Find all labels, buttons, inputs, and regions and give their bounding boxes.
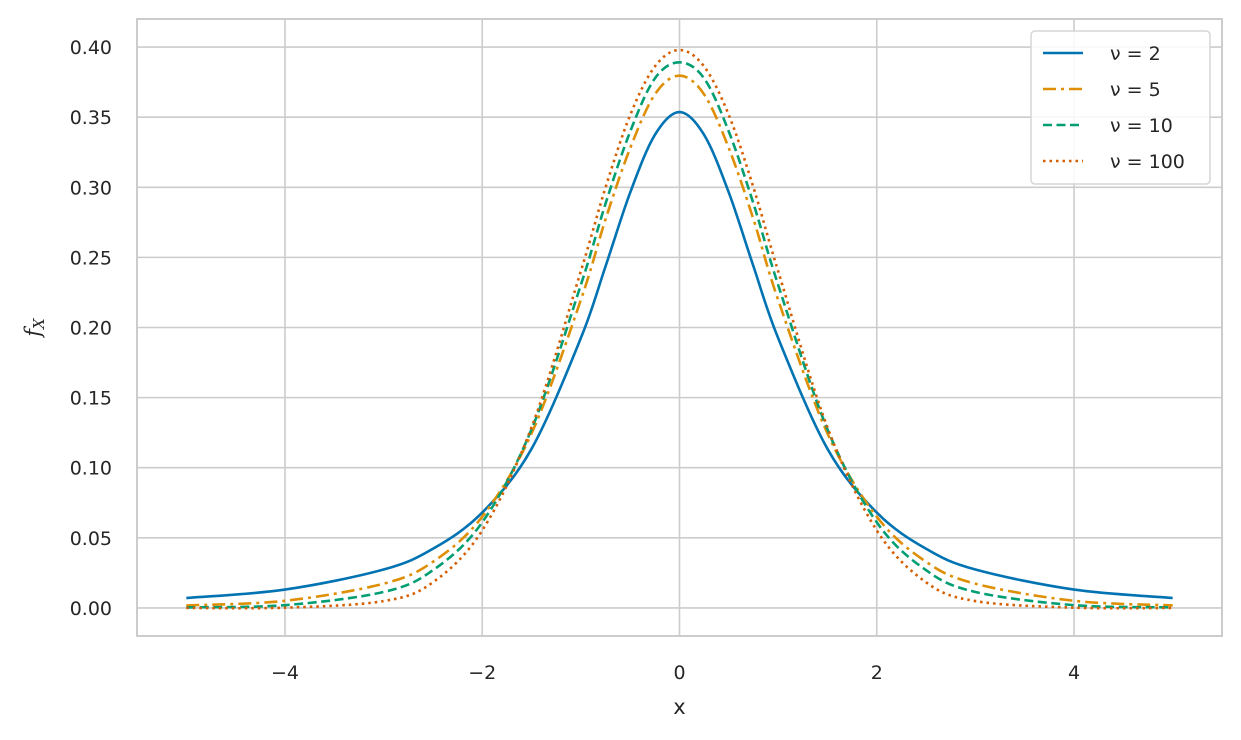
svg-text:fX: fX [21,317,48,339]
legend-label: ν = 2 [1110,43,1161,65]
x-tick-label: −2 [468,662,496,684]
y-tick-label: 0.20 [70,318,112,340]
y-tick-label: 0.15 [70,388,112,410]
x-tick-label: 2 [871,662,883,684]
plot-frame [136,18,1223,637]
y-tick-label: 0.00 [70,598,112,620]
legend-label: ν = 100 [1110,151,1185,173]
legend: ν = 2 ν = 5 ν = 10 ν = 100 [1030,30,1211,185]
y-axis-label-sub: X [30,317,48,330]
x-tick-label: −4 [271,662,299,684]
series-line-4 [186,48,1173,610]
x-axis: −4 −2 0 2 4 [271,662,1080,684]
y-tick-label: 0.30 [70,177,112,199]
y-tick-label: 0.10 [70,458,112,480]
y-tick-label: 0.05 [70,528,112,550]
y-axis-label-main: f [21,326,45,339]
y-axis-label: fX [21,317,48,339]
series-line-1 [186,110,1173,600]
legend-label: ν = 10 [1110,115,1173,137]
y-axis: 0.00 0.05 0.10 0.15 0.20 0.25 0.30 0.35 0.40 [70,37,112,620]
legend-label: ν = 5 [1110,79,1161,101]
x-axis-label: x [673,695,685,719]
x-tick-label: 4 [1068,662,1080,684]
series-line-2 [186,74,1173,607]
y-tick-label: 0.25 [70,247,112,269]
series-layer [186,48,1173,610]
series-line-3 [186,61,1173,609]
y-tick-label: 0.35 [70,107,112,129]
legend-box [1030,30,1211,185]
y-tick-label: 0.40 [70,37,112,59]
x-tick-label: 0 [673,662,685,684]
